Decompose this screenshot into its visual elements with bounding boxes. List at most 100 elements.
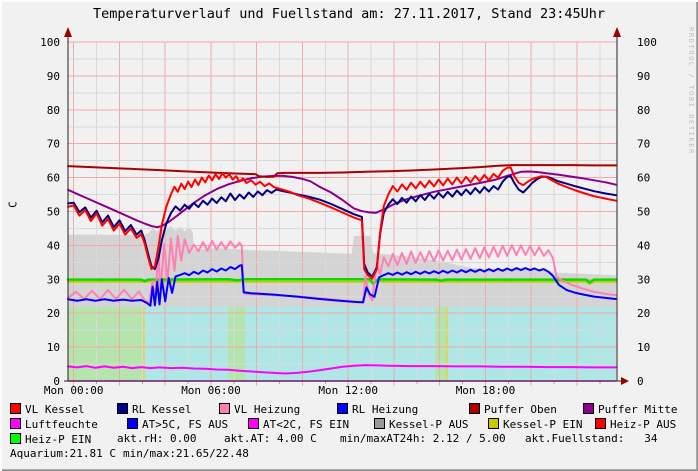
series-rl-kessel bbox=[67, 174, 617, 278]
svg-text:60: 60 bbox=[47, 172, 60, 185]
svg-text:Mon 12:00: Mon 12:00 bbox=[318, 384, 378, 397]
series-vl-heizung bbox=[67, 234, 617, 305]
legend-swatch bbox=[219, 403, 230, 414]
legend-aquarium-21-81-c: Aquarium:21.81 C bbox=[10, 448, 116, 460]
legend-puffer-mitte: Puffer Mitte bbox=[583, 403, 677, 416]
legend-label: Heiz-P AUS bbox=[610, 418, 677, 431]
svg-text:70: 70 bbox=[637, 138, 650, 151]
legend-label: Aquarium:21.81 C bbox=[10, 447, 116, 460]
svg-text:10: 10 bbox=[637, 341, 650, 354]
svg-text:50: 50 bbox=[637, 206, 650, 219]
legend-at-2c-fs-ein: AT<2C, FS EIN bbox=[248, 418, 349, 431]
legend-min-maxat24h-2-12-5-00: min/maxAT24h: 2.12 / 5.00 bbox=[340, 433, 506, 445]
svg-text:80: 80 bbox=[47, 104, 60, 117]
svg-text:30: 30 bbox=[47, 273, 60, 286]
legend-swatch bbox=[248, 418, 259, 429]
heiz-p-ein-band bbox=[68, 307, 143, 381]
series-vl-kessel bbox=[67, 166, 617, 280]
svg-text:70: 70 bbox=[47, 138, 60, 151]
legend-swatch bbox=[488, 418, 499, 429]
legend-label: akt.rH: 0.00 bbox=[117, 432, 197, 445]
legend-heiz-p-ein: Heiz-P EIN bbox=[10, 433, 91, 446]
legend-label: Puffer Oben bbox=[484, 403, 557, 416]
legend-label: Kessel-P EIN bbox=[503, 418, 583, 431]
kessel-p-ein-sliver bbox=[445, 307, 449, 381]
chart-axes bbox=[64, 30, 621, 382]
svg-text:10: 10 bbox=[47, 341, 60, 354]
chart-title: Temperaturverlauf und Fuellstand am: 27.… bbox=[92, 6, 606, 22]
legend-rl-kessel: RL Kessel bbox=[117, 403, 192, 416]
legend-label: akt.AT: 4.00 C bbox=[224, 432, 317, 445]
svg-text:100: 100 bbox=[40, 36, 60, 49]
legend-heiz-p-aus: Heiz-P AUS bbox=[595, 418, 676, 431]
legend-vl-kessel: VL Kessel bbox=[10, 403, 85, 416]
legend-label: VL Heizung bbox=[234, 403, 301, 416]
legend-kessel-p-aus: Kessel-P AUS bbox=[374, 418, 468, 431]
legend-swatch bbox=[10, 433, 21, 444]
svg-text:80: 80 bbox=[637, 104, 650, 117]
legend-label: akt.Fuellstand: 34 bbox=[525, 432, 658, 445]
svg-text:90: 90 bbox=[47, 70, 60, 83]
svg-text:0: 0 bbox=[637, 375, 644, 388]
y2-axis-arrow bbox=[613, 27, 621, 37]
legend-swatch bbox=[127, 418, 138, 429]
legend-swatch bbox=[337, 403, 348, 414]
legend-label: Heiz-P EIN bbox=[25, 433, 92, 446]
svg-text:50: 50 bbox=[47, 206, 60, 219]
svg-text:60: 60 bbox=[637, 172, 650, 185]
legend-swatch bbox=[117, 403, 128, 414]
svg-text:40: 40 bbox=[637, 239, 650, 252]
series-kessel-p-ein-line bbox=[67, 280, 617, 285]
legend-akt-fuellstand-34: akt.Fuellstand: 34 bbox=[525, 433, 657, 445]
legend-swatch bbox=[469, 403, 480, 414]
svg-text:Mon 00:00: Mon 00:00 bbox=[44, 384, 104, 397]
legend-kessel-p-ein: Kessel-P EIN bbox=[488, 418, 582, 431]
series-aussentemperatur bbox=[67, 364, 617, 375]
legend-swatch bbox=[583, 403, 594, 414]
svg-text:40: 40 bbox=[47, 239, 60, 252]
heiz-p-ein-band bbox=[435, 307, 447, 381]
legend-at-5c-fs-aus: AT>5C, FS AUS bbox=[127, 418, 228, 431]
legend-label: min/maxAT24h: 2.12 / 5.00 bbox=[340, 432, 506, 445]
series-rl-heizung bbox=[67, 264, 617, 307]
legend-label: Kessel-P AUS bbox=[389, 418, 469, 431]
y-axis-arrow bbox=[64, 27, 72, 37]
svg-text:0: 0 bbox=[53, 375, 60, 388]
legend-label: Puffer Mitte bbox=[598, 403, 678, 416]
legend-luftfeuchte: Luftfeuchte bbox=[10, 418, 98, 431]
legend-label: Luftfeuchte bbox=[25, 418, 98, 431]
series-puffer-mitte bbox=[67, 170, 617, 229]
svg-text:Mon 06:00: Mon 06:00 bbox=[181, 384, 241, 397]
legend-label: RL Kessel bbox=[132, 403, 192, 416]
legend-label: RL Heizung bbox=[352, 403, 419, 416]
axis-tick-labels: 0 0 10 10 20 20 30 30 40 40 50 50 60 60 70 70 80 80 90 90 10… bbox=[40, 36, 657, 397]
legend-label: AT<2C, FS EIN bbox=[263, 418, 350, 431]
svg-text:20: 20 bbox=[47, 307, 60, 320]
legend-puffer-oben: Puffer Oben bbox=[469, 403, 557, 416]
legend-min-max-21-65-22-48: min/max:21.65/22.48 bbox=[123, 448, 249, 460]
legend-rl-heizung: RL Heizung bbox=[337, 403, 418, 416]
legend-label: VL Kessel bbox=[25, 403, 85, 416]
rrdtool-watermark: RRDTOOL / TOBI OETIKER bbox=[687, 27, 695, 155]
legend-akt-rh-0-00: akt.rH: 0.00 bbox=[117, 433, 196, 445]
svg-text:Mon 18:00: Mon 18:00 bbox=[456, 384, 516, 397]
legend-swatch bbox=[374, 418, 385, 429]
svg-text:90: 90 bbox=[637, 70, 650, 83]
series-puffer-oben bbox=[67, 164, 617, 178]
legend-akt-at-4-00-c: akt.AT: 4.00 C bbox=[224, 433, 317, 445]
legend-label: min/max:21.65/22.48 bbox=[123, 447, 249, 460]
kessel-p-ein-sliver bbox=[142, 307, 145, 381]
legend-swatch bbox=[595, 418, 606, 429]
x-axis-arrow bbox=[621, 377, 629, 385]
fs-aus-band bbox=[245, 307, 436, 381]
legend-vl-heizung: VL Heizung bbox=[219, 403, 300, 416]
svg-text:30: 30 bbox=[637, 273, 650, 286]
legend-swatch bbox=[10, 403, 21, 414]
legend-label: AT>5C, FS AUS bbox=[142, 418, 229, 431]
svg-text:100: 100 bbox=[637, 36, 657, 49]
heiz-p-ein-band bbox=[228, 307, 245, 381]
svg-text:20: 20 bbox=[637, 307, 650, 320]
legend-swatch bbox=[10, 418, 21, 429]
